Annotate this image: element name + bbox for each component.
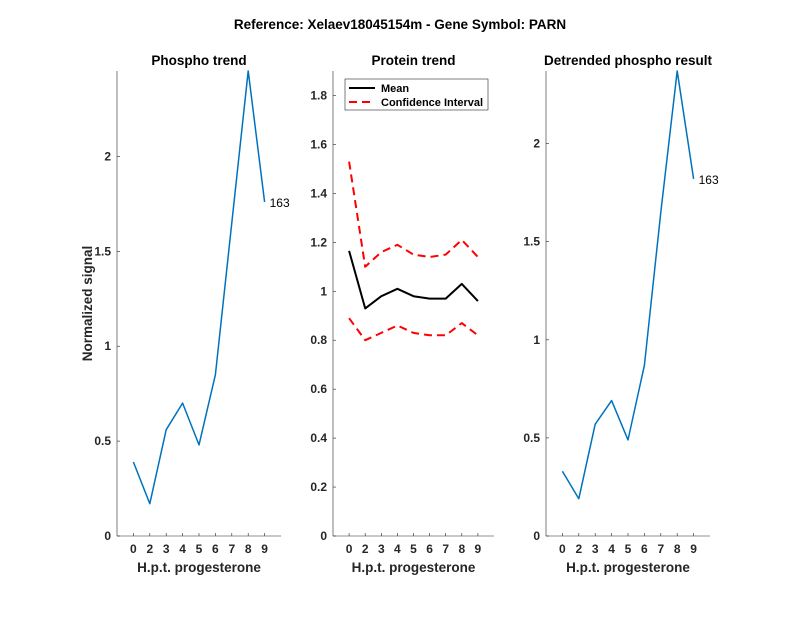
panel2-y-tick-label: 0.4 <box>310 431 327 445</box>
panel2-y-tick-label: 1.2 <box>310 235 327 249</box>
panel1-y-tick-label: 0 <box>104 529 111 543</box>
panel3-x-tick-label: 4 <box>608 542 615 556</box>
panel3-y-tick-label: 0.5 <box>523 431 540 445</box>
panel2-y-tick-label: 1 <box>320 284 327 298</box>
panel1-x-tick-label: 2 <box>146 542 153 556</box>
panel1-x-tick-label: 4 <box>179 542 186 556</box>
panel1-title: Phospho trend <box>151 53 246 68</box>
panel2-x-tick-label: 9 <box>475 542 482 556</box>
panel1-end-label: 163 <box>270 196 290 210</box>
panel2-y-tick-label: 0.8 <box>310 333 327 347</box>
panel3-y-tick-label: 2 <box>533 137 540 151</box>
panel2-x-tick-label: 4 <box>394 542 401 556</box>
panel3-x-tick-label: 9 <box>690 542 697 556</box>
panel1-x-tick-label: 7 <box>228 542 235 556</box>
figure-title: Reference: Xelaev18045154m - Gene Symbol… <box>234 17 566 32</box>
panel2-y-tick-label: 1.8 <box>310 88 327 102</box>
panel1-x-tick-label: 0 <box>130 542 137 556</box>
panel1-y-label: Normalized signal <box>80 246 95 362</box>
panel1-y-tick-label: 1 <box>104 339 111 353</box>
panel3-y-tick-label: 1 <box>533 333 540 347</box>
panel2-y-tick-label: 1.4 <box>310 186 327 200</box>
panel2-legend-label: Confidence Interval <box>381 97 483 109</box>
panel3-y-tick-label: 0 <box>533 529 540 543</box>
panel1-y-tick-label: 0.5 <box>94 434 111 448</box>
panel3-x-tick-label: 5 <box>625 542 632 556</box>
panel3-x-tick-label: 3 <box>592 542 599 556</box>
panel2-y-tick-label: 0.2 <box>310 480 327 494</box>
panel2-x-label: H.p.t. progesterone <box>352 560 476 575</box>
panel3-x-tick-label: 0 <box>559 542 566 556</box>
panel2-x-tick-label: 2 <box>362 542 369 556</box>
panel3-title: Detrended phospho result <box>544 53 713 68</box>
panel1-y-tick-label: 1.5 <box>94 244 111 258</box>
panel2-x-tick-label: 5 <box>410 542 417 556</box>
panel2-y-tick-label: 0 <box>320 529 327 543</box>
panel1-x-tick-label: 8 <box>245 542 252 556</box>
panel2-legend-label: Mean <box>381 83 409 95</box>
panel1-x-tick-label: 5 <box>196 542 203 556</box>
panel2-x-tick-label: 7 <box>442 542 449 556</box>
panel3-x-tick-label: 8 <box>674 542 681 556</box>
panel1-x-tick-label: 6 <box>212 542 219 556</box>
panel2-series-line-0 <box>349 251 478 309</box>
panel3-y-tick-label: 1.5 <box>523 235 540 249</box>
panel1-x-label: H.p.t. progesterone <box>137 560 261 575</box>
panel3-x-tick-label: 7 <box>657 542 664 556</box>
panel2-x-tick-label: 8 <box>458 542 465 556</box>
panel2-series-line-2 <box>349 318 478 340</box>
panel3-x-label: H.p.t. progesterone <box>566 560 690 575</box>
panel3-x-tick-label: 6 <box>641 542 648 556</box>
panel2-y-tick-label: 1.6 <box>310 137 327 151</box>
panel1-series-line-0 <box>133 71 264 504</box>
panel1-y-tick-label: 2 <box>104 149 111 163</box>
panel3-end-label: 163 <box>699 173 719 187</box>
panel2-y-tick-label: 0.6 <box>310 382 327 396</box>
panel2-x-tick-label: 6 <box>426 542 433 556</box>
panel1-x-tick-label: 9 <box>261 542 268 556</box>
panel2-series-line-1 <box>349 162 478 267</box>
panel2-title: Protein trend <box>371 53 455 68</box>
panel3-series-line-0 <box>562 71 693 499</box>
panel1-x-tick-label: 3 <box>163 542 170 556</box>
panel2-x-tick-label: 3 <box>378 542 385 556</box>
panel2-x-tick-label: 0 <box>346 542 353 556</box>
panel3-x-tick-label: 2 <box>575 542 582 556</box>
